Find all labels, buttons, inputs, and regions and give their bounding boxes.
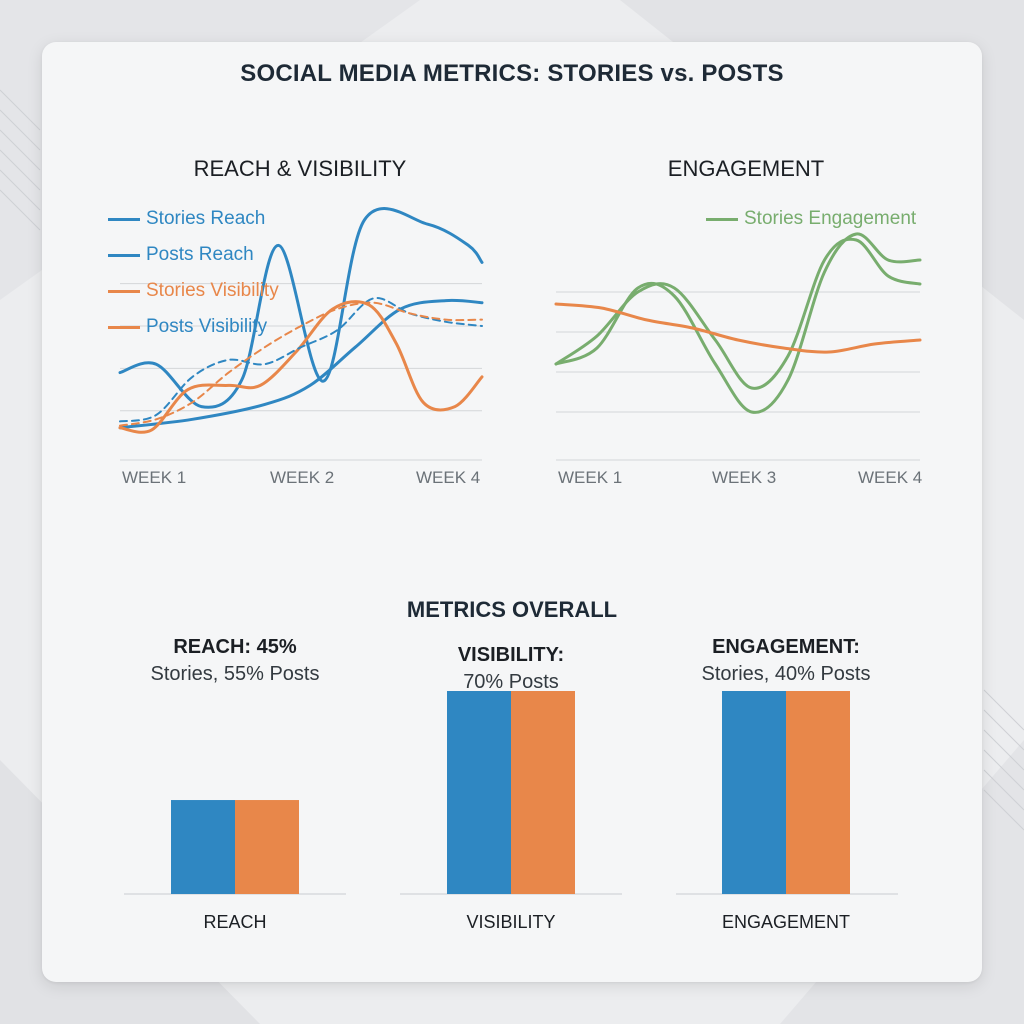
legend-swatch bbox=[108, 253, 140, 257]
caption-line-2: Stories, 55% Posts bbox=[150, 663, 320, 685]
reach-visibility-chart bbox=[118, 207, 484, 461]
bar-engagement-stories bbox=[722, 691, 786, 894]
legend-item-posts-visibility: Posts Visibility bbox=[108, 316, 267, 338]
x-tick-label: WEEK 4 bbox=[416, 468, 481, 487]
legend-swatch bbox=[706, 217, 738, 221]
category-label-engagement: ENGAGEMENT bbox=[721, 912, 850, 932]
engagement-chart bbox=[554, 232, 922, 461]
series-line-posts-engagement bbox=[554, 302, 922, 354]
metrics-overall-chart bbox=[124, 691, 898, 895]
bar-caption-reach: REACH: 45% Stories, 55% Posts bbox=[125, 636, 345, 686]
legend-label: Posts Visibility bbox=[146, 316, 268, 337]
series-line-posts-reach bbox=[118, 298, 484, 430]
category-label-visibility: VISIBILITY bbox=[466, 912, 556, 932]
legend-item-stories-engagement: Stories Engagement bbox=[706, 208, 916, 230]
legend-swatch bbox=[108, 289, 140, 293]
legend-swatch bbox=[108, 325, 140, 329]
legend-label: Posts Reach bbox=[146, 244, 254, 265]
caption-line-2: 70% Posts bbox=[463, 671, 559, 693]
bar-visibility-posts bbox=[511, 691, 575, 894]
bar-reach-posts bbox=[235, 800, 299, 894]
caption-line-1: REACH: 45% bbox=[173, 636, 297, 658]
bar-reach-stories bbox=[171, 800, 235, 894]
series-line-stories-visibility bbox=[118, 300, 484, 434]
series-line-stories-engagement-alt bbox=[554, 232, 922, 414]
x-tick-label: WEEK 1 bbox=[558, 468, 623, 487]
caption-line-2: Stories, 40% Posts bbox=[701, 663, 871, 685]
reach-chart-title: REACH & VISIBILITY bbox=[193, 156, 407, 181]
legend-swatch bbox=[108, 217, 140, 221]
x-tick-label: WEEK 3 bbox=[712, 468, 777, 487]
engagement-chart-title: ENGAGEMENT bbox=[667, 156, 825, 181]
x-tick-label: WEEK 1 bbox=[122, 468, 187, 487]
x-tick-label: WEEK 4 bbox=[858, 468, 923, 487]
series-line-posts-visibility bbox=[119, 297, 483, 423]
bar-caption-engagement: ENGAGEMENT: Stories, 40% Posts bbox=[676, 636, 896, 686]
series-line-stories-visibility-trend bbox=[119, 301, 483, 427]
dashboard-card: SOCIAL MEDIA METRICS: STORIES vs. POSTS … bbox=[42, 42, 982, 982]
caption-line-1: VISIBILITY: bbox=[457, 644, 565, 666]
bar-visibility-stories bbox=[447, 691, 511, 894]
x-tick-label: WEEK 2 bbox=[270, 468, 335, 487]
bar-caption-visibility: VISIBILITY: 70% Posts bbox=[401, 644, 621, 694]
legend-label: Stories Visibility bbox=[146, 280, 279, 301]
caption-line-1: ENGAGEMENT: bbox=[712, 636, 860, 658]
page-title: SOCIAL MEDIA METRICS: STORIES vs. POSTS bbox=[240, 60, 784, 87]
category-label-reach: REACH bbox=[203, 912, 267, 932]
legend-item-posts-reach: Posts Reach bbox=[108, 244, 254, 266]
bar-engagement-posts bbox=[786, 691, 850, 894]
legend-item-stories-reach: Stories Reach bbox=[108, 208, 265, 230]
legend-label: Stories Reach bbox=[146, 208, 266, 229]
metrics-overall-title: METRICS OVERALL bbox=[406, 597, 618, 622]
legend-label: Stories Engagement bbox=[744, 208, 917, 229]
legend-item-stories-visibility: Stories Visibility bbox=[108, 280, 279, 302]
